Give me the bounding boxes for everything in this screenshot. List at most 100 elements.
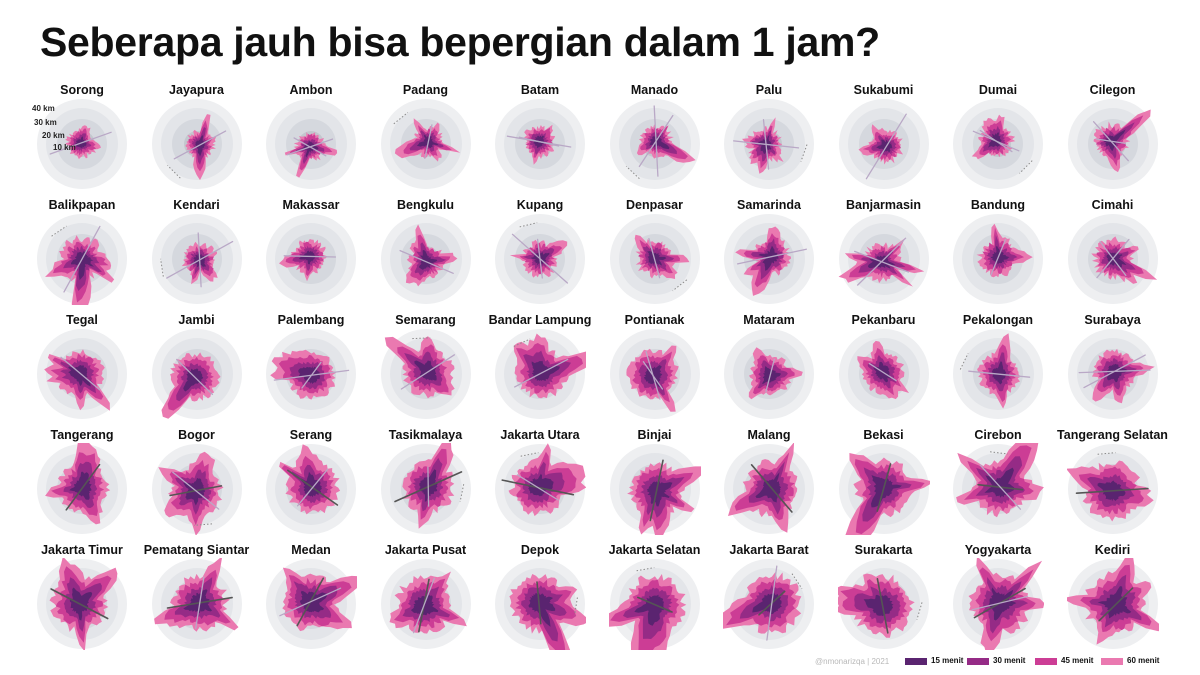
- city-panel-kupang: Kupang: [483, 197, 597, 307]
- isochrone-map-jayapura: [151, 99, 242, 189]
- isochrone-map-bandung: [953, 214, 1043, 304]
- road-line: [197, 232, 202, 288]
- isochrone-15-menit: [761, 366, 781, 384]
- city-panel-bekasi: Bekasi: [827, 427, 941, 537]
- isochrone-map-yogyakarta: [953, 558, 1044, 650]
- isochrone-map-balikpapan: [37, 214, 127, 305]
- city-name-bogor: Bogor: [178, 428, 215, 442]
- city-name-batam: Batam: [520, 83, 560, 97]
- road-line: [979, 464, 1022, 510]
- road-line: [400, 354, 455, 390]
- isochrone-15-menit: [646, 481, 672, 507]
- city-panel-surabaya: Surabaya: [1056, 312, 1170, 422]
- city-panel-bandar-lampung: Bandar Lampung: [483, 312, 597, 422]
- city-name-pontianak: Pontianak: [624, 313, 685, 327]
- isochrone-map-jakarta-selatan: [608, 559, 700, 650]
- isochrone-15-menit: [758, 245, 779, 271]
- city-panel-medan: Medan: [254, 542, 368, 652]
- isochrone-map-kupang: [495, 214, 585, 304]
- road-line: [412, 577, 435, 634]
- city-name-balikpapan: Balikpapan: [48, 198, 116, 212]
- isochrone-map-tasikmalaya: [380, 443, 471, 534]
- city-name-medan: Medan: [291, 543, 331, 557]
- city-name-jakarta-utara: Jakarta Utara: [500, 428, 580, 442]
- city-panel-ambon: Ambon: [254, 82, 368, 192]
- road-line: [194, 576, 205, 630]
- city-panel-yogyakarta: Yogyakarta: [941, 542, 1055, 652]
- legend-label-15: 15 menit: [931, 656, 964, 665]
- city-name-tangerang-selatan: Tangerang Selatan: [1057, 428, 1168, 442]
- isochrone-15-menit: [182, 368, 203, 392]
- coastline-dotted: [193, 523, 212, 526]
- city-name-bengkulu: Bengkulu: [397, 198, 454, 212]
- city-panel-semarang: Semarang: [369, 312, 483, 422]
- city-name-cilegon: Cilegon: [1089, 83, 1136, 97]
- isochrone-map-mataram: [724, 329, 814, 419]
- coastline-dotted: [959, 353, 969, 370]
- city-panel-balikpapan: Balikpapan: [25, 197, 139, 307]
- isochrone-15-menit: [413, 360, 437, 381]
- city-panel-bogor: Bogor: [140, 427, 254, 537]
- city-panel-bengkulu: Bengkulu: [369, 197, 483, 307]
- city-name-makassar: Makassar: [282, 198, 340, 212]
- road-line: [283, 255, 337, 258]
- city-panel-sukabumi: Sukabumi: [827, 82, 941, 192]
- city-panel-tegal: Tegal: [25, 312, 139, 422]
- road-line: [990, 238, 1007, 276]
- city-name-tasikmalaya: Tasikmalaya: [388, 428, 463, 442]
- city-name-samarinda: Samarinda: [737, 198, 801, 212]
- isochrone-map-samarinda: [724, 214, 814, 304]
- isochrone-15-menit: [646, 251, 666, 266]
- city-name-depok: Depok: [520, 543, 560, 557]
- city-name-kupang: Kupang: [516, 198, 564, 212]
- isochrone-map-cilegon: [1067, 99, 1158, 189]
- isochrone-map-cirebon: [953, 443, 1044, 534]
- isochrone-15-menit: [991, 361, 1007, 385]
- isochrone-map-ambon: [266, 99, 356, 189]
- road-line: [518, 136, 560, 147]
- city-name-jakarta-timur: Jakarta Timur: [41, 543, 123, 557]
- isochrone-map-denpasar: [609, 214, 700, 304]
- road-line: [766, 565, 778, 641]
- road-line: [171, 471, 219, 510]
- city-panel-jayapura: Jayapura: [140, 82, 254, 192]
- road-line: [865, 113, 907, 180]
- isochrone-map-sorong: [37, 99, 127, 189]
- coastline-dotted: [1097, 452, 1116, 455]
- road-line: [426, 466, 429, 507]
- city-name-tangerang: Tangerang: [50, 428, 114, 442]
- scale-label-40km: 40 km: [32, 104, 55, 113]
- scale-label-10km: 10 km: [53, 143, 76, 152]
- road-line: [60, 356, 101, 391]
- isochrone-map-kediri: [1066, 558, 1159, 649]
- road-line: [536, 581, 542, 625]
- coastline-dotted: [800, 144, 808, 162]
- isochrone-15-menit: [298, 250, 316, 265]
- isochrone-map-bekasi: [838, 444, 930, 535]
- road-line: [1075, 487, 1149, 495]
- isochrone-15-menit: [416, 134, 439, 149]
- city-panel-malang: Malang: [712, 427, 826, 537]
- isochrone-15-menit: [988, 587, 1017, 621]
- legend-swatch-30: [967, 658, 989, 665]
- road-line: [875, 463, 891, 512]
- city-panel-cimahi: Cimahi: [1056, 197, 1170, 307]
- city-name-binjai: Binjai: [637, 428, 672, 442]
- coastline-dotted: [411, 337, 430, 340]
- city-panel-tasikmalaya: Tasikmalaya: [369, 427, 483, 537]
- city-panel-depok: Depok: [483, 542, 597, 652]
- city-panel-sorong: Sorong: [25, 82, 139, 192]
- scale-label-20km: 20 km: [42, 131, 65, 140]
- page-title: Seberapa jauh bisa bepergian dalam 1 jam…: [40, 19, 880, 65]
- coastline-dotted: [791, 573, 803, 589]
- isochrone-15-menit: [648, 135, 669, 150]
- city-name-sukabumi: Sukabumi: [853, 83, 914, 97]
- city-panel-binjai: Binjai: [598, 427, 712, 537]
- city-name-jambi: Jambi: [178, 313, 215, 327]
- city-panel-pematang-siantar: Pematang Siantar: [140, 542, 254, 652]
- isochrone-map-jakarta-utara: [495, 443, 586, 534]
- road-line: [868, 362, 897, 382]
- road-line: [1095, 238, 1130, 279]
- isochrone-map-makassar: [266, 214, 356, 304]
- city-panel-jambi: Jambi: [140, 312, 254, 422]
